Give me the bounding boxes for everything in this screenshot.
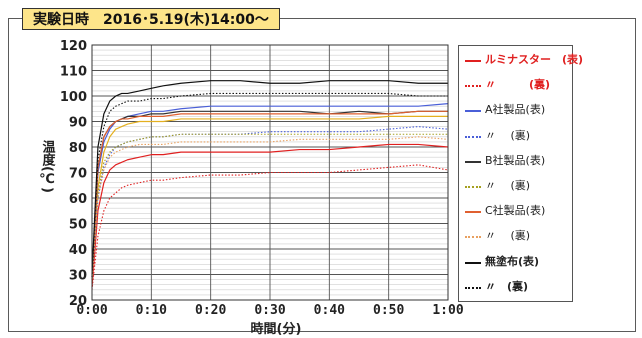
series-line-1 <box>91 143 449 288</box>
series-line-extra <box>91 115 448 280</box>
legend-label: 〃 (裏) <box>485 78 551 92</box>
series-line-10 <box>91 92 448 278</box>
series-line-3 <box>91 103 449 278</box>
plot-border <box>91 44 449 301</box>
series-line-2 <box>91 164 449 290</box>
x-tick-label: 0:20 <box>195 303 226 318</box>
y-tick-label: 120 <box>60 39 87 54</box>
y-tick-label: 80 <box>69 141 87 156</box>
y-tick-label: 100 <box>60 90 87 105</box>
legend-item: 〃 (裏) <box>465 277 571 297</box>
y-tick-label: 30 <box>69 269 87 284</box>
legend-label: 〃 (裏) <box>485 229 531 243</box>
chart-title: 実験日時 2016･5.19(木)14:00～ <box>22 8 280 30</box>
legend-swatch <box>465 110 481 113</box>
y-tick-label: 40 <box>69 243 87 258</box>
legend-item: 〃 (裏) <box>465 75 571 95</box>
y-tick-label: 70 <box>69 167 87 182</box>
legend-item: 〃 (裏) <box>465 126 571 146</box>
legend-item: 〃 (裏) <box>465 226 571 246</box>
y-tick-label: 20 <box>69 294 87 309</box>
legend-item: 無塗布(表) <box>465 252 571 272</box>
legend-label: ルミナスター (表) <box>485 53 584 66</box>
legend-swatch <box>465 160 481 163</box>
legend-item: 〃 (裏) <box>465 176 571 196</box>
legend-item: C社製品(表) <box>465 201 571 221</box>
x-axis-label: 時間(分) <box>250 322 302 337</box>
series-line-7 <box>91 110 448 278</box>
x-tick-label: 0:30 <box>254 303 285 318</box>
y-tick-label: 60 <box>69 192 87 207</box>
y-tick-label: 50 <box>69 218 87 233</box>
y-tick-label: 110 <box>60 65 87 80</box>
y-axis-label-text: 温度(℃) <box>39 140 55 193</box>
legend-swatch <box>465 186 481 188</box>
legend: ルミナスター (表) 〃 (裏) A社製品(表) 〃 (裏) B社製品(表) 〃 (裏) C… <box>458 45 584 302</box>
legend-label: 〃 (裏) <box>485 279 529 293</box>
legend-label: B社製品(表) <box>485 153 546 167</box>
legend-swatch <box>465 261 481 264</box>
y-tick-label: 90 <box>69 116 87 131</box>
legend-swatch <box>465 85 481 88</box>
y-axis-label: 温度(℃) <box>38 140 56 197</box>
series-line-9 <box>91 80 448 275</box>
x-tick-label: 1:00 <box>432 303 463 318</box>
legend-label: 無塗布(表) <box>485 254 540 268</box>
legend-swatch <box>465 236 481 239</box>
legend-swatch <box>465 135 481 138</box>
legend-label: C社製品(表) <box>485 204 546 218</box>
legend-item: ルミナスター (表) <box>465 50 584 70</box>
x-tick-label: 0:50 <box>373 303 404 318</box>
x-tick-label: 0:10 <box>136 303 167 318</box>
x-tick-label: 0:00 <box>76 303 107 318</box>
series-line-8 <box>91 136 449 283</box>
legend-swatch <box>465 286 481 289</box>
x-tick-label: 0:40 <box>314 303 345 318</box>
legend-label: 〃 (裏) <box>485 128 531 142</box>
legend-swatch <box>465 60 481 62</box>
legend-label: A社製品(表) <box>485 103 546 117</box>
legend-label: 〃 (裏) <box>485 179 531 192</box>
legend-item: A社製品(表) <box>465 100 571 120</box>
legend-item: B社製品(表) <box>465 151 571 171</box>
legend-swatch <box>465 211 481 214</box>
series-line-6 <box>91 133 448 283</box>
